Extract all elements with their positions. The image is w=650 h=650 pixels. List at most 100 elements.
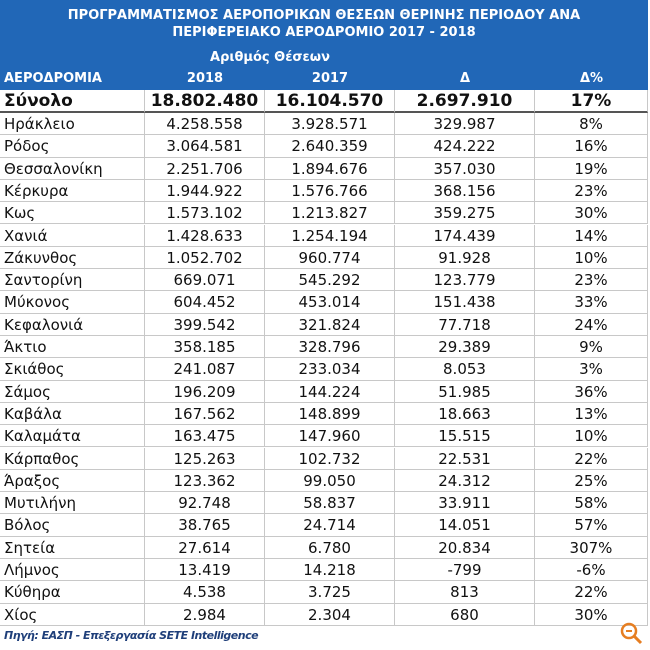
value-cell: 27.614: [145, 536, 265, 559]
value-cell: 147.960: [265, 425, 395, 448]
value-cell: 329.987: [395, 113, 535, 136]
value-cell: 125.263: [145, 447, 265, 470]
value-cell: 9%: [535, 336, 648, 359]
value-cell: 233.034: [265, 358, 395, 381]
title-line: ΠΡΟΓΡΑΜΜΑΤΙΣΜΟΣ ΑΕΡΟΠΟΡΙΚΩΝ ΘΕΣΕΩΝ ΘΕΡΙΝ…: [67, 8, 581, 23]
value-cell: 8.053: [395, 358, 535, 381]
value-cell: 358.185: [145, 336, 265, 359]
column-header: 2017: [311, 71, 349, 86]
value-cell: 399.542: [145, 313, 265, 336]
airport-name: Καλαμάτα: [0, 425, 145, 448]
value-cell: 1.944.922: [145, 179, 265, 203]
column-header: 2018: [186, 71, 224, 86]
value-cell: 29.389: [395, 336, 535, 359]
value-cell: 2.251.706: [145, 157, 265, 180]
value-cell: 57%: [535, 514, 648, 537]
value-cell: 19%: [535, 157, 648, 180]
value-cell: 92.748: [145, 492, 265, 515]
value-cell: 33.911: [395, 492, 535, 515]
value-cell: 3%: [535, 358, 648, 381]
value-cell: 1.254.194: [265, 224, 395, 247]
value-cell: 99.050: [265, 469, 395, 493]
value-cell: 38.765: [145, 514, 265, 537]
total-cell: 16.104.570: [265, 90, 395, 113]
value-cell: 36%: [535, 380, 648, 403]
value-cell: 148.899: [265, 402, 395, 426]
value-cell: 2.304: [265, 603, 395, 626]
value-cell: 6.780: [265, 536, 395, 559]
value-cell: 813: [395, 581, 535, 604]
value-cell: 30%: [535, 603, 648, 626]
value-cell: 960.774: [265, 246, 395, 270]
value-cell: 2.640.359: [265, 135, 395, 158]
value-cell: 14.218: [265, 559, 395, 582]
source-note: Πηγή: ΕΑΣΠ - Επεξεργασία SETE Intelligen…: [4, 629, 259, 642]
value-cell: 359.275: [395, 202, 535, 225]
airport-name: Σητεία: [0, 536, 145, 559]
value-cell: 22%: [535, 581, 648, 604]
value-cell: 144.224: [265, 380, 395, 403]
value-cell: 15.515: [395, 425, 535, 448]
value-cell: 58%: [535, 492, 648, 515]
value-cell: 151.438: [395, 291, 535, 314]
value-cell: 18.663: [395, 402, 535, 426]
value-cell: 123.779: [395, 269, 535, 292]
total-cell: 17%: [535, 90, 648, 113]
zoom-icon[interactable]: [618, 620, 644, 646]
value-cell: 174.439: [395, 224, 535, 247]
airport-name: Ζάκυνθος: [0, 246, 145, 270]
value-cell: -6%: [535, 559, 648, 582]
title-line: ΠΕΡΙΦΕΡΕΙΑΚΟ ΑΕΡΟΔΡΟΜΙΟ 2017 - 2018: [172, 25, 476, 40]
column-header: Δ%: [579, 71, 604, 86]
value-cell: 163.475: [145, 425, 265, 448]
value-cell: 23%: [535, 269, 648, 292]
total-cell: 2.697.910: [395, 90, 535, 113]
value-cell: 357.030: [395, 157, 535, 180]
value-cell: 10%: [535, 246, 648, 270]
value-cell: 669.071: [145, 269, 265, 292]
airport-name: Καβάλα: [0, 402, 145, 426]
value-cell: 24.312: [395, 469, 535, 493]
airport-name: Σαντορίνη: [0, 269, 145, 292]
group-label: Αριθμός Θέσεων: [210, 50, 330, 65]
airport-name: Θεσσαλονίκη: [0, 157, 145, 180]
value-cell: 91.928: [395, 246, 535, 270]
airport-name: Ηράκλειο: [0, 113, 145, 136]
value-cell: 22.531: [395, 447, 535, 470]
value-cell: 545.292: [265, 269, 395, 292]
header-band: [0, 0, 648, 90]
value-cell: 1.213.827: [265, 202, 395, 225]
value-cell: 58.837: [265, 492, 395, 515]
airport-name: Μύκονος: [0, 291, 145, 314]
airport-name: Βόλος: [0, 514, 145, 537]
value-cell: 1.573.102: [145, 202, 265, 225]
value-cell: 604.452: [145, 291, 265, 314]
value-cell: 2.984: [145, 603, 265, 626]
airport-name: Σκιάθος: [0, 358, 145, 381]
value-cell: 24%: [535, 313, 648, 336]
value-cell: 10%: [535, 425, 648, 448]
airport-name: Άραξος: [0, 469, 145, 493]
value-cell: 1.576.766: [265, 179, 395, 203]
total-cell: 18.802.480: [145, 90, 265, 113]
airport-name: Κως: [0, 202, 145, 225]
value-cell: 196.209: [145, 380, 265, 403]
value-cell: 4.538: [145, 581, 265, 604]
airport-name: Χανιά: [0, 224, 145, 247]
airport-name: Ρόδος: [0, 135, 145, 158]
value-cell: 241.087: [145, 358, 265, 381]
value-cell: 22%: [535, 447, 648, 470]
value-cell: 321.824: [265, 313, 395, 336]
value-cell: 368.156: [395, 179, 535, 203]
value-cell: 3.928.571: [265, 113, 395, 136]
value-cell: -799: [395, 559, 535, 582]
value-cell: 16%: [535, 135, 648, 158]
value-cell: 424.222: [395, 135, 535, 158]
value-cell: 1.428.633: [145, 224, 265, 247]
airport-name: Κάρπαθος: [0, 447, 145, 470]
column-header: ΑΕΡΟΔΡΟΜΙΑ: [4, 71, 102, 86]
airport-name: Κέρκυρα: [0, 179, 145, 203]
value-cell: 123.362: [145, 469, 265, 493]
airport-name: Κεφαλονιά: [0, 313, 145, 336]
